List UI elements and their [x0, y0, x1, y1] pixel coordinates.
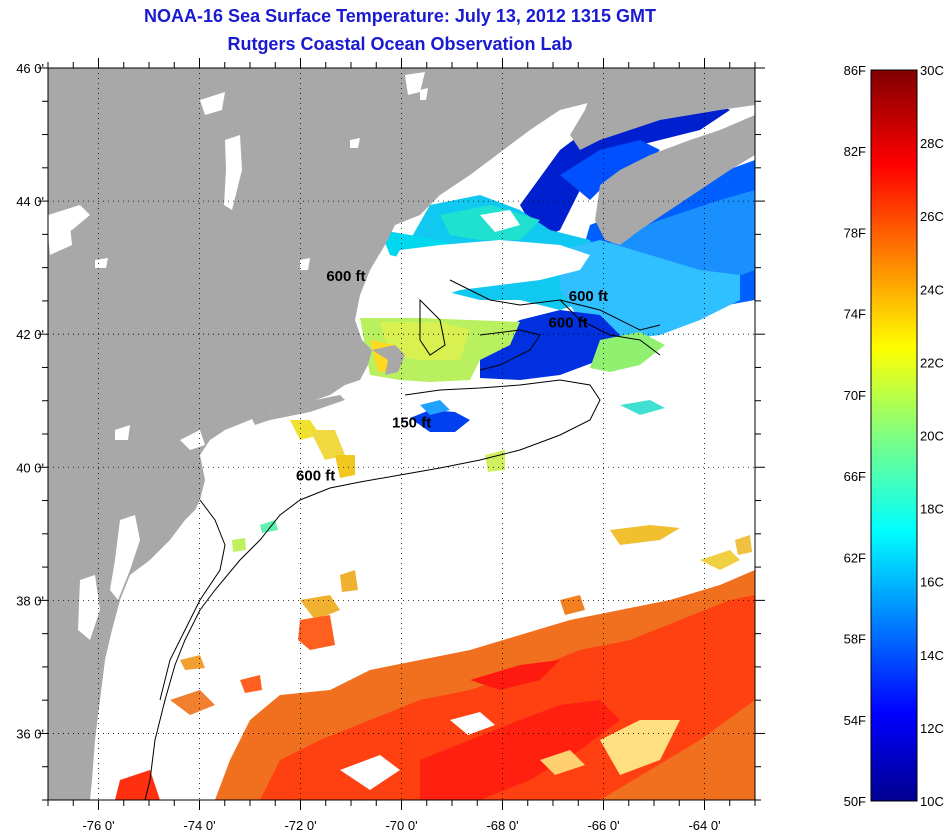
lat-tick-label: 46 0'	[16, 61, 44, 76]
colorbar-c-label: 14C	[920, 648, 944, 663]
colorbar-c-label: 24C	[920, 282, 944, 297]
colorbar-f-label: 62F	[844, 550, 866, 565]
colorbar-f-label: 54F	[844, 713, 866, 728]
cloud-mask	[385, 240, 590, 310]
colorbar-f-label: 66F	[844, 469, 866, 484]
colorbar-f-label: 50F	[844, 794, 866, 809]
lat-tick-label: 40 0'	[16, 460, 44, 475]
contour-label: 150 ft	[392, 414, 431, 431]
lon-tick-label: -70 0'	[385, 818, 417, 833]
colorbar-c-label: 26C	[920, 209, 944, 224]
contour-label: 600 ft	[549, 315, 588, 332]
colorbar-f-label: 78F	[844, 225, 866, 240]
colorbar-c-label: 18C	[920, 502, 944, 517]
colorbar-celsius-labels: 30C 28C 26C 24C 22C 20C 18C 16C 14C 12C 10C	[920, 63, 944, 809]
map-grid	[48, 68, 755, 800]
colorbar-fahrenheit-labels: 86F 82F 78F 74F 70F 66F 62F 58F 54F 50F	[844, 63, 866, 809]
colorbar-c-label: 10C	[920, 794, 944, 809]
colorbar-f-label: 70F	[844, 388, 866, 403]
lat-tick-label: 44 0'	[16, 194, 44, 209]
colorbar	[870, 69, 918, 802]
land	[48, 68, 755, 800]
colorbar-f-label: 74F	[844, 307, 866, 322]
lon-tick-label: -66 0'	[587, 818, 619, 833]
colorbar-f-label: 86F	[844, 63, 866, 78]
colorbar-f-label: 58F	[844, 632, 866, 647]
colorbar-c-label: 22C	[920, 355, 944, 370]
lon-tick-label: -74 0'	[183, 818, 215, 833]
lat-tick-label: 36 0'	[16, 726, 44, 741]
contour-labels: 600 ft 600 ft 600 ft 150 ft 600 ft	[296, 268, 608, 485]
latitude-labels: 46 0' 44 0' 42 0' 40 0' 38 0' 36 0'	[16, 61, 44, 741]
colorbar-c-label: 16C	[920, 575, 944, 590]
map-layers	[48, 68, 755, 800]
map-subtitle: Rutgers Coastal Ocean Observation Lab	[227, 34, 573, 54]
map-title: NOAA-16 Sea Surface Temperature: July 13…	[144, 6, 656, 26]
sst-field	[62, 95, 755, 800]
lon-tick-label: -68 0'	[486, 818, 518, 833]
longitude-labels: -76 0' -74 0' -72 0' -70 0' -68 0' -66 0' -64 …	[82, 818, 720, 833]
lat-tick-label: 38 0'	[16, 593, 44, 608]
lon-tick-label: -76 0'	[82, 818, 114, 833]
axis-ticks	[38, 58, 765, 810]
contour-label: 600 ft	[296, 468, 335, 485]
colorbar-c-label: 28C	[920, 136, 944, 151]
lat-tick-label: 42 0'	[16, 327, 44, 342]
colorbar-c-label: 20C	[920, 429, 944, 444]
colorbar-c-label: 12C	[920, 721, 944, 736]
contour-label: 600 ft	[569, 288, 608, 305]
contour-label: 600 ft	[326, 268, 365, 285]
depth-contours	[144, 279, 661, 800]
lon-tick-label: -64 0'	[688, 818, 720, 833]
lon-tick-label: -72 0'	[284, 818, 316, 833]
colorbar-f-label: 82F	[844, 144, 866, 159]
colorbar-c-label: 30C	[920, 63, 944, 78]
